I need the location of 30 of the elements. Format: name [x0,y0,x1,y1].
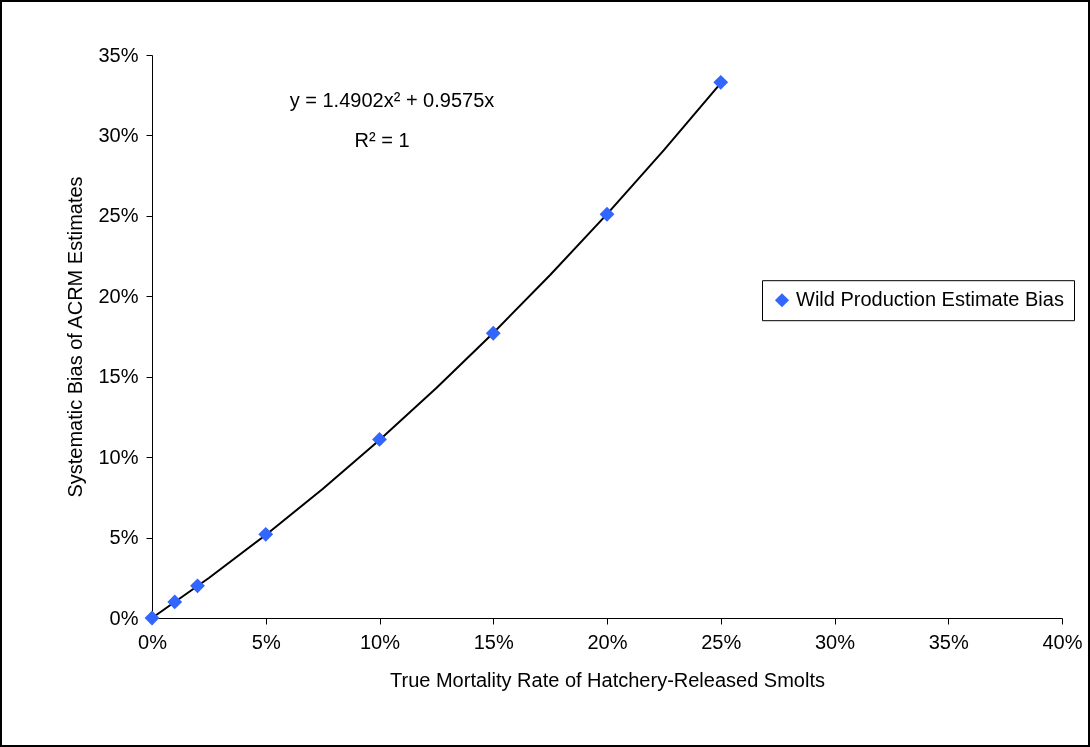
x-axis-title: True Mortality Rate of Hatchery-Released Smolts [390,668,825,691]
point [190,578,205,594]
point [599,206,615,222]
x-tick-label: 40% [1042,630,1083,653]
point [258,526,274,542]
x-tick-label: 20% [587,630,628,653]
annotation: y = 1.4902x² + 0.9575x [289,89,495,111]
y-tick-label: 25% [98,204,139,227]
x-tick-label: 35% [928,630,969,653]
annotation: R² = 1 [354,129,410,151]
y-tick-label: 35% [98,43,139,66]
x-tick-label: 5% [251,630,281,653]
point [713,74,729,90]
x-tick-label: 0% [138,630,168,653]
x-tick-label: 10% [359,630,401,653]
y-tick-label: 5% [109,526,139,549]
point [167,594,183,610]
y-tick-label: 20% [98,284,139,307]
x-tick-label: 30% [814,630,856,653]
point [485,325,501,341]
y-tick-label: 10% [98,445,139,468]
legend-label: Wild Production Estimate Bias [796,288,1064,311]
y-tick-label: 30% [98,123,139,146]
point [372,432,387,447]
y-axis-title: Systematic Bias of ACRM Estimates [64,176,87,498]
x-tick-label: 15% [473,630,514,653]
y-tick-label: 15% [98,365,139,388]
y-tick-label: 0% [109,606,139,629]
x-tick-label: 25% [701,630,742,653]
point [144,610,160,626]
